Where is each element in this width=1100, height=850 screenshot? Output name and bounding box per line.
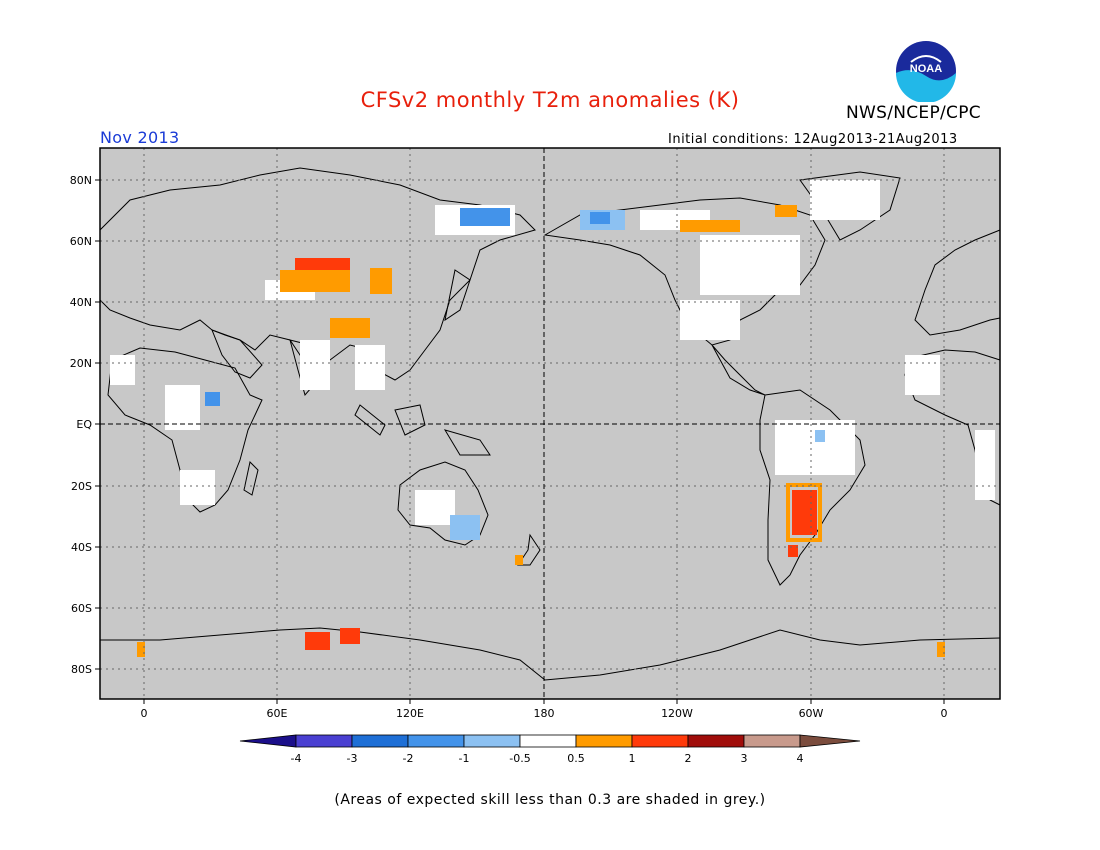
chart-title: CFSv2 monthly T2m anomalies (K) bbox=[360, 88, 740, 112]
noaa-logo: NOAA bbox=[896, 41, 956, 102]
anomaly-warm-canada-arctic bbox=[680, 220, 740, 232]
region-white-australia bbox=[415, 490, 455, 525]
colorbar bbox=[239, 734, 861, 748]
lat-label: 80N bbox=[70, 174, 92, 187]
lat-label: 60S bbox=[71, 602, 92, 615]
region-white-amazon bbox=[775, 420, 855, 475]
colorbar-swatch bbox=[351, 734, 409, 748]
lon-label: 120E bbox=[396, 707, 424, 720]
lon-label: 180 bbox=[534, 707, 555, 720]
coast-newguinea bbox=[443, 429, 491, 456]
gridlines bbox=[100, 148, 1000, 699]
coast-europe-east-repeat bbox=[914, 229, 1001, 336]
anomaly-warm-argentina-edge bbox=[786, 483, 822, 542]
coast-north-america bbox=[543, 197, 826, 346]
skill-footnote: (Areas of expected skill less than 0.3 a… bbox=[334, 792, 766, 808]
coast-antarctica bbox=[100, 627, 1001, 681]
colorbar-label: 4 bbox=[797, 752, 804, 765]
coast-arabia bbox=[211, 329, 263, 379]
anomaly-cold-australia bbox=[450, 515, 480, 540]
colorbar-label: -4 bbox=[291, 752, 302, 765]
anomaly-warm-tibet bbox=[330, 318, 370, 338]
forecast-month: Nov 2013 bbox=[100, 128, 180, 147]
lat-label: 80S bbox=[71, 663, 92, 676]
region-white-africa-west bbox=[110, 355, 135, 385]
anomaly-cold-chukotka-core bbox=[590, 212, 610, 224]
region-white-africa-central bbox=[165, 385, 200, 430]
colorbar-label: -3 bbox=[347, 752, 358, 765]
region-white-india bbox=[300, 340, 330, 390]
anomaly-cold-siberia-ne bbox=[460, 208, 510, 226]
agency-label: NWS/NCEP/CPC bbox=[846, 103, 981, 123]
anomaly-warm-nz bbox=[515, 555, 523, 565]
lat-labels: 80N 60N 40N 20N EQ 20S 40S 60S 80S bbox=[70, 174, 93, 676]
near-normal-regions bbox=[110, 180, 995, 525]
colorbar-swatch bbox=[295, 734, 353, 748]
lat-label: 40N bbox=[70, 296, 92, 309]
coast-africa bbox=[107, 347, 263, 513]
lon-labels: 0 60E 120E 180 120W 60W 0 bbox=[141, 707, 948, 720]
lat-label: EQ bbox=[76, 418, 92, 431]
colorbar-swatch-lt-4 bbox=[239, 734, 297, 748]
colorbar-label: 1 bbox=[629, 752, 636, 765]
colorbar-swatch bbox=[631, 734, 689, 748]
colorbar-swatch bbox=[743, 734, 801, 748]
anomaly-patches bbox=[137, 205, 945, 657]
colorbar-label: -2 bbox=[403, 752, 414, 765]
lat-label: 20N bbox=[70, 357, 92, 370]
coast-madagascar bbox=[243, 460, 259, 496]
coast-sumatra bbox=[354, 404, 386, 436]
region-white-africa-east-repeat bbox=[905, 355, 940, 395]
anomaly-warm-patagonia bbox=[788, 545, 798, 557]
lat-label: 60N bbox=[70, 235, 92, 248]
coast-central-america bbox=[711, 344, 766, 396]
colorbar-label: 0.5 bbox=[567, 752, 585, 765]
anomaly-warm-argentina bbox=[792, 490, 817, 535]
anomaly-warm-central-asia bbox=[370, 268, 392, 294]
anomaly-cold-brazil bbox=[815, 430, 825, 442]
colorbar-swatch bbox=[407, 734, 465, 748]
colorbar-label: -0.5 bbox=[509, 752, 530, 765]
region-white-africa-south-repeat bbox=[975, 430, 995, 500]
lon-label: 0 bbox=[941, 707, 948, 720]
logo-text: NOAA bbox=[910, 63, 942, 75]
colorbar-label: 3 bbox=[741, 752, 748, 765]
colorbar-swatch bbox=[575, 734, 633, 748]
lon-label: 120W bbox=[661, 707, 693, 720]
reference-lines bbox=[100, 148, 1000, 699]
anomaly-cold-africa bbox=[205, 392, 220, 406]
lat-label: 20S bbox=[71, 480, 92, 493]
anomaly-warm-antarctica-left bbox=[137, 642, 145, 657]
anomaly-warm-antarctica-right bbox=[937, 642, 945, 657]
colorbar-labels: -4 -3 -2 -1 -0.5 0.5 1 2 3 4 bbox=[291, 752, 804, 765]
region-white-greenland bbox=[810, 180, 880, 220]
lon-label: 60W bbox=[799, 707, 824, 720]
anomaly-warm-mongolia bbox=[280, 270, 350, 292]
lon-label: 0 bbox=[141, 707, 148, 720]
lat-label: 40S bbox=[71, 541, 92, 554]
coast-japan bbox=[444, 269, 471, 322]
region-white-seasia bbox=[355, 345, 385, 390]
colorbar-swatch-gt-4 bbox=[799, 734, 861, 748]
initial-conditions: Initial conditions: 12Aug2013-21Aug2013 bbox=[668, 132, 958, 147]
colorbar-swatch bbox=[463, 734, 521, 748]
axis-ticks bbox=[95, 179, 945, 704]
region-white-usa bbox=[680, 300, 740, 340]
region-white-africa-south bbox=[180, 470, 215, 505]
region-white-canada bbox=[700, 235, 800, 295]
colorbar-swatch bbox=[687, 734, 745, 748]
anomaly-warm-antarctica-2 bbox=[340, 628, 360, 644]
anomaly-warm-antarctica-1 bbox=[305, 632, 330, 650]
coast-borneo bbox=[394, 404, 426, 436]
anomaly-warm-canada-arctic-2 bbox=[775, 205, 797, 217]
colorbar-label: -1 bbox=[459, 752, 470, 765]
lon-label: 60E bbox=[267, 707, 288, 720]
colorbar-swatch bbox=[519, 734, 577, 748]
colorbar-label: 2 bbox=[685, 752, 692, 765]
